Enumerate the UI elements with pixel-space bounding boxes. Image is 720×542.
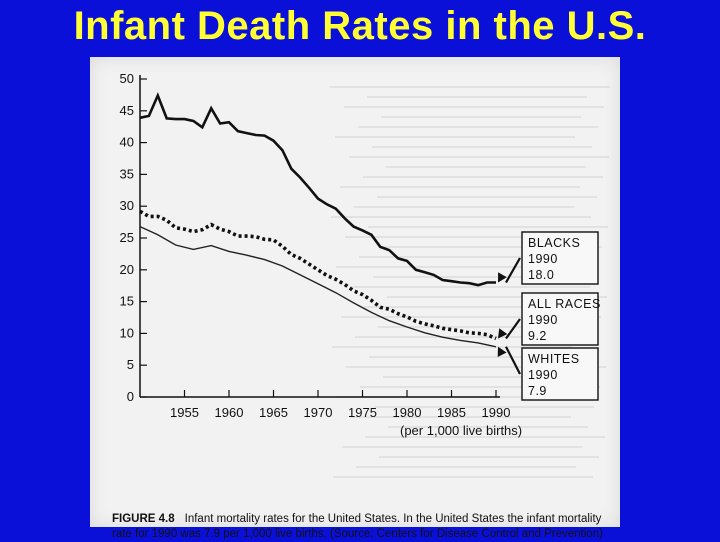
x-axis-unit-label: (per 1,000 live births) xyxy=(400,423,522,438)
callout-arrow-blacks xyxy=(505,257,521,284)
x-tick-label: 1975 xyxy=(348,405,377,420)
figure-caption-text: Infant mortality rates for the United St… xyxy=(112,513,603,540)
callout-arrow-whites xyxy=(505,346,521,375)
callout-box-all-races xyxy=(521,292,599,346)
callout-text-blacks: 18.0 xyxy=(528,268,554,282)
callout-text-all-races: ALL RACES xyxy=(528,297,601,311)
y-tick-label: 0 xyxy=(127,389,134,404)
y-tick-label: 25 xyxy=(120,230,134,245)
callouts: BLACKS 1990 18.0 ALL RACES 1990 9.2 WHITES 1990… xyxy=(497,231,601,401)
y-tick-label: 5 xyxy=(127,357,134,372)
callout-box-whites xyxy=(521,347,599,401)
x-tick-label: 1990 xyxy=(482,405,511,420)
callout-text-blacks: 1990 xyxy=(528,252,558,266)
y-tick-label: 30 xyxy=(120,198,134,213)
callout-text-all-races: 1990 xyxy=(528,313,558,327)
y-tick-label: 40 xyxy=(120,135,134,150)
callout-arrowhead-whites xyxy=(497,346,507,357)
series-layer xyxy=(139,92,497,348)
x-tick-label: 1970 xyxy=(304,405,333,420)
chart-axes: 0 5 10 15 20 25 30 35 40 45 50 1955 1960 1965 1970 1975… xyxy=(120,71,511,420)
y-tick-label: 10 xyxy=(120,325,134,340)
y-tick-label: 15 xyxy=(120,294,134,309)
callout-text-whites: 7.9 xyxy=(528,384,547,398)
x-tick-label: 1980 xyxy=(393,405,422,420)
y-tick-label: 20 xyxy=(120,262,134,277)
series-line-all-races xyxy=(139,209,497,341)
slide-title: Infant Death Rates in the U.S. xyxy=(73,4,647,48)
x-tick-label: 1965 xyxy=(259,405,288,420)
callout-arrowhead-all-races xyxy=(498,328,508,339)
figure-card: 0 5 10 15 20 25 30 35 40 45 50 1955 1960 1965 1970 1975… xyxy=(90,57,620,540)
callout-text-whites: WHITES xyxy=(528,352,580,366)
y-tick-label: 35 xyxy=(120,166,134,181)
callout-text-all-races: 9.2 xyxy=(528,329,547,343)
callout-arrowhead-blacks xyxy=(498,272,507,283)
series-line-whites xyxy=(139,225,497,348)
x-tick-label: 1960 xyxy=(215,405,244,420)
callout-arrow-all-races xyxy=(505,318,521,340)
x-tick-label: 1955 xyxy=(170,405,199,420)
y-tick-label: 50 xyxy=(120,71,134,86)
callout-box-blacks xyxy=(521,231,599,285)
mortality-chart: 0 5 10 15 20 25 30 35 40 45 50 1955 1960 1965 1970 1975… xyxy=(120,71,610,478)
series-line-blacks xyxy=(139,92,496,287)
callout-text-whites: 1990 xyxy=(528,368,558,382)
figure-label: FIGURE 4.8 xyxy=(112,513,175,525)
callout-text-blacks: BLACKS xyxy=(528,236,580,250)
y-tick-label: 45 xyxy=(120,103,134,118)
x-tick-label: 1985 xyxy=(437,405,466,420)
figure-caption: FIGURE 4.8 Infant mortality rates for the… xyxy=(112,512,612,542)
